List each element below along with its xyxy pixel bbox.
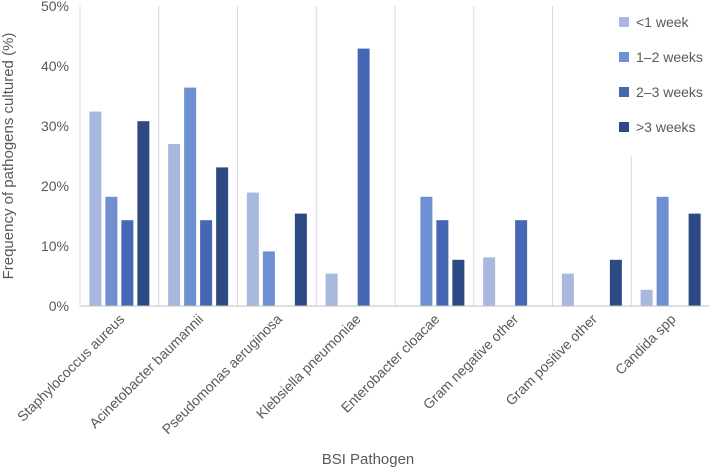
bar (105, 196, 118, 306)
legend-label: 1–2 weeks (636, 49, 703, 65)
bar (515, 220, 528, 306)
bar (483, 257, 496, 306)
legend-label: <1 week (636, 14, 690, 30)
legend-swatch (619, 17, 629, 27)
bar (561, 273, 574, 306)
bar (246, 192, 259, 306)
legend-label: 2–3 weeks (636, 84, 703, 100)
bar (121, 220, 134, 306)
y-tick-label: 50% (41, 0, 69, 14)
legend-swatch (619, 122, 629, 132)
bar (184, 87, 197, 306)
legend-label: >3 weeks (636, 119, 696, 135)
bar (688, 213, 701, 306)
bar (168, 144, 181, 306)
legend-swatch (619, 87, 629, 97)
bars-layer (89, 48, 701, 306)
legend: <1 week 1–2 weeks 2–3 weeks >3 weeks (606, 6, 709, 156)
bar (137, 121, 150, 306)
bar (640, 289, 653, 306)
y-tick-label: 20% (41, 178, 69, 194)
y-axis-title: Frequency of pathogens cultured (%) (0, 33, 17, 280)
legend-swatch (619, 52, 629, 62)
x-tick-label: Candida spp (612, 311, 679, 378)
bar (262, 251, 275, 306)
bar (452, 259, 465, 306)
bar (294, 213, 307, 306)
grid-layer (79, 6, 632, 306)
bar (436, 220, 449, 306)
bar (609, 259, 622, 306)
bar (656, 196, 669, 306)
bar (325, 273, 338, 306)
bar (357, 48, 370, 306)
bar (216, 167, 229, 306)
bar (89, 111, 102, 306)
y-tick-label: 0% (49, 298, 69, 314)
y-tick-label: 40% (41, 58, 69, 74)
x-axis-title: BSI Pathogen (322, 451, 415, 468)
y-tick-label: 10% (41, 238, 69, 254)
y-tick-label: 30% (41, 118, 69, 134)
bar (200, 220, 213, 306)
bar (420, 196, 433, 306)
